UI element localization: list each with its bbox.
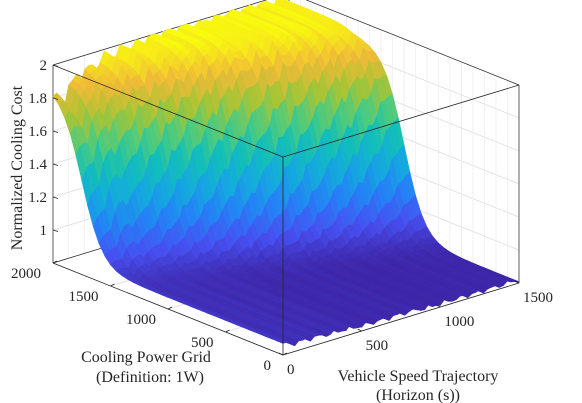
y-tick-label: 1500 [69, 289, 99, 305]
x-tick-mark [514, 280, 520, 284]
z-axis-ticks: 1 1.2 1.4 1.6 1.8 2 [28, 58, 59, 239]
z-tick-mark [52, 97, 59, 100]
cooling-cost-surface [52, 0, 520, 347]
x-tick-label: 500 [366, 338, 389, 354]
y-tick-mark [225, 329, 230, 333]
y-axis-label-line2: (Definition: 1W) [96, 369, 204, 386]
y-tick-mark [52, 260, 58, 264]
x-tick-label: 1000 [444, 314, 474, 330]
y-tick-mark [282, 352, 288, 356]
x-tick-mark [357, 328, 362, 332]
x-axis-label-line2: (Horizon (s)) [376, 387, 460, 403]
z-tick-mark [52, 163, 59, 166]
box-edge [282, 84, 520, 158]
box-edge [52, 64, 284, 158]
y-tick-label: 2000 [11, 266, 41, 282]
box-edge [305, 0, 520, 86]
z-tick-mark [52, 196, 59, 199]
y-tick-mark [167, 306, 173, 310]
y-tick-label: 1000 [126, 312, 156, 328]
z-tick-label: 2 [40, 58, 48, 74]
surface-patch [276, 339, 288, 344]
y-tick-label: 500 [191, 335, 214, 351]
y-tick-mark [110, 283, 115, 287]
z-tick-label: 1.2 [28, 190, 47, 206]
z-axis-label: Normalized Cooling Cost [9, 85, 26, 250]
x-tick-mark [436, 304, 441, 308]
x-tick-mark [278, 352, 284, 356]
x-axis-label-line1: Vehicle Speed Trajectory [338, 368, 499, 385]
plot-box-front [52, 64, 520, 356]
x-tick-label: 0 [287, 362, 295, 378]
z-tick-label: 1 [40, 223, 48, 239]
y-axis-ticks: 0 500 1000 1500 2000 [11, 260, 288, 374]
z-tick-mark [52, 229, 59, 232]
z-tick-mark [52, 130, 59, 133]
z-tick-label: 1.8 [28, 91, 47, 107]
x-tick-label: 1500 [523, 290, 553, 306]
z-tick-label: 1.6 [28, 124, 47, 140]
x-axis-ticks: 0 500 1000 1500 [278, 280, 553, 378]
z-tick-mark [52, 64, 59, 67]
y-axis-label-line1: Cooling Power Grid [81, 349, 211, 366]
y-tick-label: 0 [264, 358, 272, 374]
z-tick-label: 1.4 [28, 157, 47, 173]
box-edge [282, 282, 520, 356]
